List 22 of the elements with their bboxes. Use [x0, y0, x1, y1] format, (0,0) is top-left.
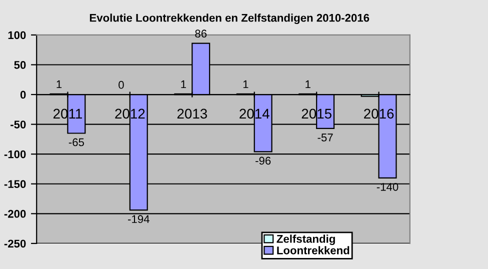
data-label: -194: [128, 215, 150, 224]
y-tick-label: -250: [4, 240, 26, 248]
legend-label: Loontrekkend: [277, 246, 350, 254]
y-tick-label: -100: [4, 150, 26, 158]
data-label: -57: [318, 134, 333, 142]
data-label: 1: [306, 80, 310, 88]
data-label: 1: [243, 80, 248, 88]
y-tick-label: -150: [4, 180, 26, 188]
y-tick-label: 50: [14, 61, 26, 69]
data-label: -96: [256, 156, 271, 165]
y-tick-label: -50: [10, 120, 26, 128]
x-tick-label: 2013: [177, 108, 207, 119]
data-label: 1: [181, 80, 186, 88]
y-tick-label: 100: [8, 31, 26, 40]
chart-title: Evolutie Loontrekkenden en Zelfstandigen 2010-2016: [90, 14, 370, 24]
legend-label: Zelfstandig: [276, 234, 335, 246]
y-tick-label: -200: [4, 210, 26, 218]
data-label: 86: [195, 30, 207, 38]
y-tick-label: 0: [20, 90, 26, 99]
data-label: -65: [68, 138, 84, 146]
data-label: 0: [118, 80, 124, 89]
data-label: 1: [56, 80, 62, 88]
